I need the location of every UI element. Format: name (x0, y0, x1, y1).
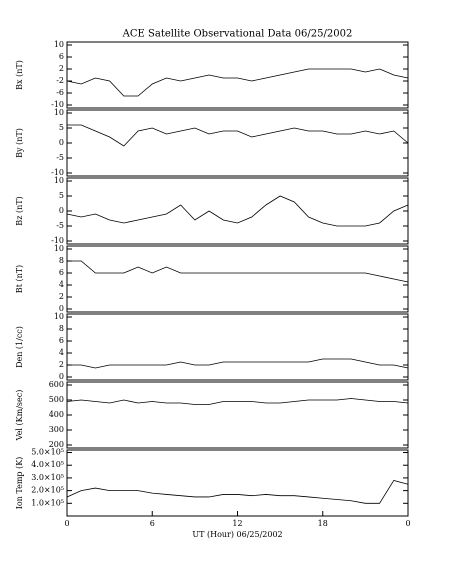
y-tick-label: 1.0×10⁵ (31, 498, 64, 507)
y-tick-label: -10 (51, 236, 64, 245)
data-line (66, 479, 409, 504)
y-axis-label: Bx (nT) (15, 60, 24, 90)
y-tick-label: 600 (49, 380, 64, 389)
y-tick-label: 500 (49, 395, 64, 404)
panel-frame (66, 245, 409, 313)
y-tick-label: -10 (51, 100, 64, 109)
y-tick-label: 2 (59, 292, 64, 301)
y-tick-label: 5 (59, 123, 64, 132)
y-axis-label: Den (1/cc) (15, 326, 24, 368)
y-tick-label: 0 (59, 372, 64, 381)
y-tick-label: 0 (59, 304, 64, 313)
y-tick-label: 6 (59, 268, 64, 277)
y-tick-label: 5.0×10⁵ (31, 448, 64, 457)
y-tick-label: 10 (54, 244, 64, 253)
y-tick-label: 3.0×10⁵ (31, 473, 64, 482)
x-axis-label: UT (Hour) 06/25/2002 (192, 530, 282, 539)
x-tick-label: 12 (232, 519, 242, 528)
y-tick-label: 6 (59, 336, 64, 345)
panel-frame (66, 449, 409, 517)
y-tick-label: 2 (59, 360, 64, 369)
y-tick-label: 4.0×10⁵ (31, 460, 64, 469)
y-tick-label: 0 (59, 138, 64, 147)
y-tick-label: 8 (59, 324, 64, 333)
panel-frame (66, 41, 409, 109)
y-tick-label: -6 (56, 88, 64, 97)
y-tick-label: 6 (59, 52, 64, 61)
y-tick-label: -10 (51, 168, 64, 177)
y-axis-label: Ion Temp (K) (15, 457, 24, 510)
x-tick-label: 0 (64, 519, 69, 528)
panel-frame (66, 381, 409, 449)
y-tick-label: 300 (49, 425, 64, 434)
y-tick-label: 400 (49, 410, 64, 419)
data-line (67, 124, 409, 147)
y-tick-label: 8 (59, 256, 64, 265)
x-tick-label: 0 (405, 519, 410, 528)
x-tick-label: 6 (150, 519, 155, 528)
y-tick-label: 10 (54, 312, 64, 321)
panel-frame (66, 109, 409, 177)
y-tick-label: -2 (56, 76, 64, 85)
chart-title: ACE Satellite Observational Data 06/25/2… (122, 29, 353, 40)
y-tick-label: -5 (56, 221, 64, 230)
y-tick-label: 4 (59, 348, 64, 357)
y-tick-label: 10 (54, 108, 64, 117)
x-tick-label: 18 (318, 519, 328, 528)
y-tick-label: 10 (54, 40, 64, 49)
y-tick-label: 4 (59, 280, 64, 289)
panel-frame (66, 313, 409, 381)
y-tick-label: 2 (59, 64, 64, 73)
y-axis-label: Vel (Km/sec) (15, 390, 24, 442)
y-tick-label: 0 (59, 206, 64, 215)
y-tick-label: 2.0×10⁵ (31, 486, 64, 495)
y-axis-label: Bt (nT) (15, 265, 24, 293)
data-line (66, 68, 409, 97)
y-axis-label: Bz (nT) (15, 196, 24, 225)
y-tick-label: -5 (56, 153, 64, 162)
data-line (66, 195, 409, 227)
data-line (67, 260, 409, 283)
y-axis-label: By (nT) (15, 128, 24, 158)
panel-frame (66, 177, 409, 245)
data-line (66, 398, 409, 405)
y-tick-label: 5 (59, 191, 64, 200)
y-tick-label: 200 (49, 440, 64, 449)
y-tick-label: 10 (54, 176, 64, 185)
data-line (67, 358, 409, 369)
